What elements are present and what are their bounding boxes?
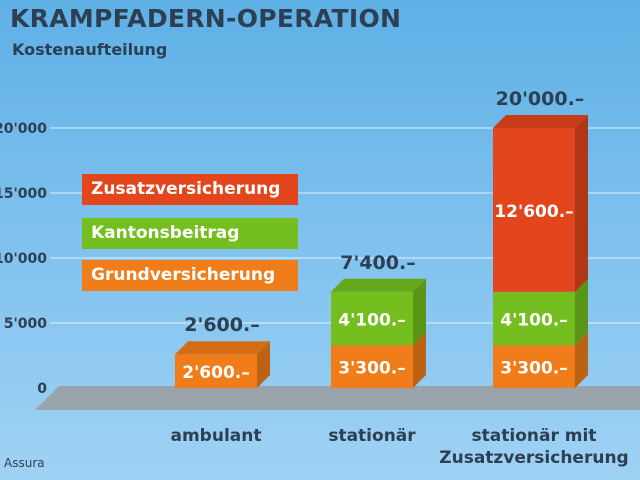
bar-value-label: 2'600.– [182,363,249,383]
y-tick-label: 0 [37,381,47,397]
bar-value-label: 4'100.– [338,310,405,330]
x-category-label: Zusatzversicherung [439,448,628,468]
bar-value-label: 12'600.– [494,202,573,222]
bar-side-kantonsbeitrag [413,278,426,346]
y-tick-label: 15'000 [0,186,47,202]
bar-total-label: 7'400.– [340,252,415,274]
bar-total-label: 2'600.– [184,314,259,336]
chart-floor [35,386,640,410]
bar-side-kantonsbeitrag [575,278,588,346]
x-category-label: ambulant [171,426,262,446]
bar-value-label: 3'300.– [338,359,405,379]
legend-grundversicherung: Grundversicherung [82,260,298,291]
x-category-label: stationär mit [472,426,597,446]
chart-subtitle: Kostenaufteilung [12,40,168,59]
bar-segment-kantonsbeitrag [331,291,413,346]
bar-total-label: 20'000.– [496,88,585,110]
bar-segment-grundversicherung [175,354,257,388]
bar-segment-zusatzversicherung [493,128,575,292]
bar-value-label: 3'300.– [500,359,567,379]
legend-kantonsbeitrag: Kantonsbeitrag [82,218,298,249]
y-tick-label: 20'000 [0,121,47,137]
source-label: Assura [4,456,45,470]
bar-top-zusatzversicherung [493,115,588,128]
chart-title: KRAMPFADERN-OPERATION [10,4,402,33]
legend-zusatzversicherung: Zusatzversicherung [82,174,298,205]
bar-side-grundversicherung [575,332,588,388]
bar-segment-grundversicherung [493,345,575,388]
bar-segment-kantonsbeitrag [493,291,575,346]
y-tick-label: 5'000 [4,316,48,332]
bar-value-label: 4'100.– [500,310,567,330]
x-category-label: stationär [328,426,416,446]
bar-side-grundversicherung [257,341,270,388]
bar-top-grundversicherung [175,341,270,355]
bar-side-zusatzversicherung [575,115,588,292]
y-tick-label: 10'000 [0,251,47,267]
bar-segment-grundversicherung [331,345,413,388]
bar-side-grundversicherung [413,332,426,388]
bar-top-kantonsbeitrag [331,278,426,292]
